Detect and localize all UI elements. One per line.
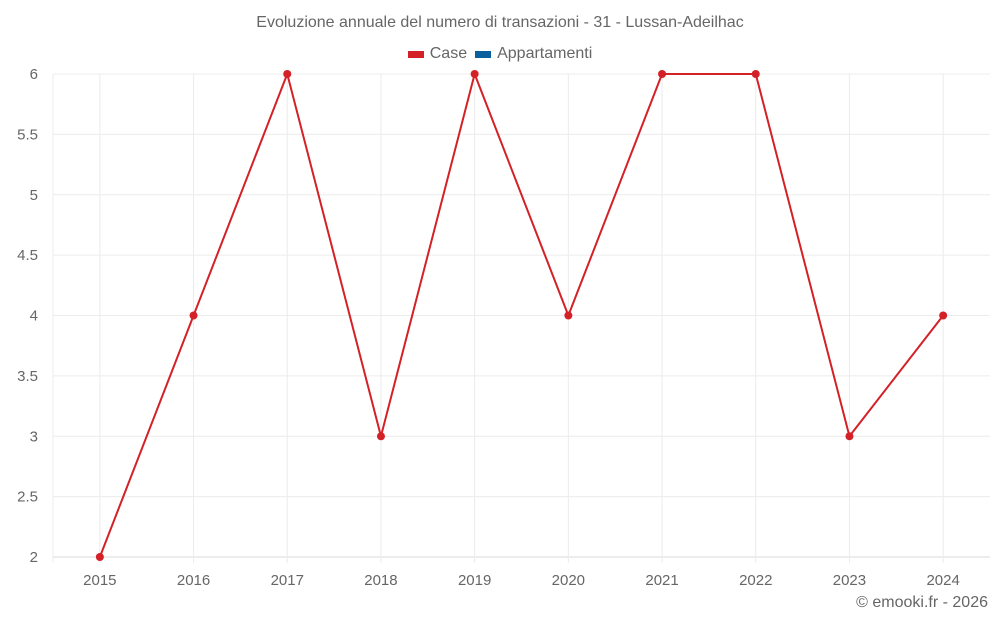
x-tick-label: 2021: [645, 572, 678, 589]
y-axis: 2 2.5 3 3.5 4 4.5 5 5.5 6: [17, 66, 38, 566]
y-tick-label: 4.5: [17, 247, 38, 264]
x-tick-label: 2019: [458, 572, 491, 589]
x-tick-label: 2022: [739, 572, 772, 589]
y-tick-label: 3.5: [17, 368, 38, 385]
legend-swatch-appartamenti: [475, 50, 492, 58]
series-case: [95, 70, 948, 561]
credit-text: © emooki.fr - 2026: [856, 594, 988, 611]
data-point[interactable]: [751, 70, 760, 78]
x-tick-label: 2016: [177, 572, 210, 589]
legend-item-case[interactable]: Case: [407, 45, 468, 63]
x-tick-label: 2023: [833, 572, 866, 589]
chart-legend: Case Appartamenti: [0, 45, 1000, 63]
y-tick-label: 2: [30, 549, 38, 566]
y-tick-label: 3: [30, 428, 38, 445]
legend-label-case: Case: [429, 45, 468, 62]
y-tick-label: 5: [30, 187, 38, 204]
data-point[interactable]: [564, 311, 573, 320]
grid-lines: [52, 73, 990, 563]
y-tick-label: 5.5: [17, 126, 38, 143]
data-point[interactable]: [939, 311, 948, 320]
data-point[interactable]: [95, 553, 104, 561]
legend-label-appartamenti: Appartamenti: [497, 45, 593, 62]
y-tick-label: 4: [30, 308, 38, 325]
x-tick-label: 2020: [552, 572, 585, 589]
data-point[interactable]: [189, 311, 198, 320]
y-tick-label: 2.5: [17, 489, 38, 506]
data-point[interactable]: [283, 70, 292, 78]
data-point[interactable]: [470, 70, 479, 78]
x-tick-label: 2017: [271, 572, 304, 589]
data-point[interactable]: [845, 432, 854, 441]
x-tick-label: 2015: [83, 572, 116, 589]
x-axis: 2015 2016 2017 2018 2019 2020 2021 2022 2023 2024: [83, 572, 960, 589]
data-point[interactable]: [658, 70, 667, 78]
legend-item-appartamenti[interactable]: Appartamenti: [475, 45, 592, 63]
y-tick-label: 6: [30, 66, 38, 83]
chart-title: Evoluzione annuale del numero di transaz…: [256, 14, 744, 31]
x-tick-label: 2024: [926, 572, 959, 589]
x-tick-label: 2018: [364, 572, 397, 589]
data-point[interactable]: [376, 432, 385, 441]
legend-swatch-case: [407, 50, 424, 58]
